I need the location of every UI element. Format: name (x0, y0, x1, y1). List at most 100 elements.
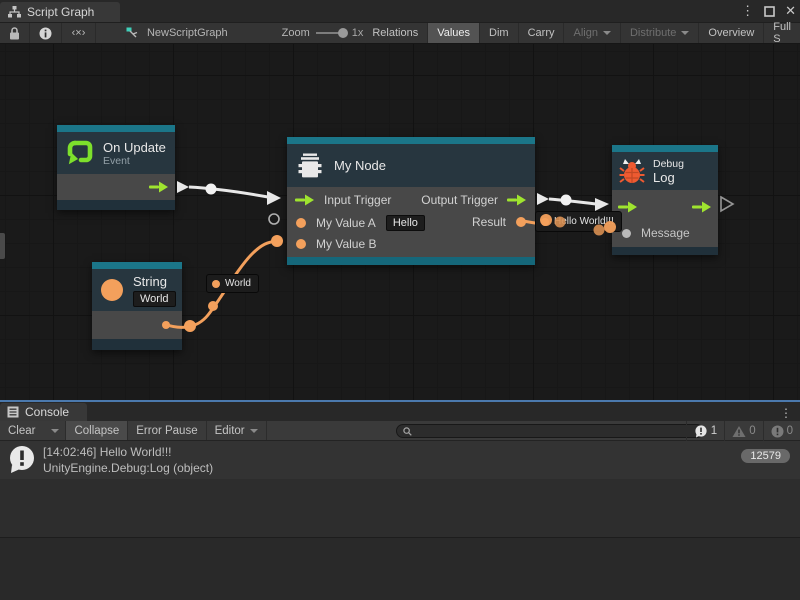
flow-arrow-icon (618, 201, 637, 213)
console-splitter[interactable] (0, 537, 800, 538)
chevron-down-icon (602, 31, 611, 35)
dim-label: Dim (489, 27, 509, 39)
my-value-a-input[interactable]: Hello (385, 215, 425, 231)
dim-button[interactable]: Dim (480, 23, 519, 43)
node-on-update[interactable]: On Update Event (57, 125, 175, 210)
node-footer (57, 200, 175, 210)
console-search[interactable] (396, 424, 704, 438)
zoom-slider[interactable] (315, 28, 348, 38)
fullscreen-button[interactable]: Full S (764, 21, 800, 45)
result-port[interactable]: Result (472, 215, 526, 229)
overview-button[interactable]: Overview (699, 23, 765, 43)
console-menu-icon[interactable]: ⋮ (780, 406, 792, 420)
string-output-port[interactable] (162, 321, 170, 329)
zoom-value: 1x (351, 27, 364, 39)
editor-dropdown-button[interactable]: Editor (207, 421, 267, 440)
trigger-output-port[interactable] (692, 201, 712, 213)
graph-name: NewScriptGraph (146, 27, 228, 39)
distribute-label: Distribute (629, 27, 677, 39)
port-label: Input Trigger (324, 193, 392, 207)
info-button[interactable] (30, 23, 62, 43)
log-bubble-icon (10, 446, 34, 473)
log-bubble-icon (695, 424, 707, 437)
node-debug-log[interactable]: Debug Log Message (612, 145, 718, 255)
my-value-b-port[interactable]: My Value B (296, 237, 376, 251)
chevron-down-icon (51, 428, 60, 433)
align-label: Align (573, 27, 598, 39)
value-port-dot[interactable] (296, 239, 306, 249)
warning-count-button[interactable]: 0 (724, 421, 762, 441)
error-count: 0 (786, 425, 793, 437)
value-dot-icon (541, 217, 549, 226)
align-button[interactable]: Align (564, 23, 621, 43)
error-count-button[interactable]: 0 (762, 421, 800, 441)
value-port-dot[interactable] (162, 321, 170, 329)
clear-dropdown-button[interactable] (40, 421, 67, 440)
node-footer (92, 339, 182, 350)
zoom-label: Zoom (281, 27, 310, 39)
port-label: Message (641, 226, 690, 240)
trigger-input-port[interactable] (618, 201, 638, 213)
string-type-icon (101, 279, 123, 301)
value-dot-icon (212, 279, 220, 288)
distribute-button[interactable]: Distribute (621, 23, 700, 43)
output-trigger-port[interactable]: Output Trigger (421, 193, 527, 207)
message-port[interactable]: Message (622, 226, 690, 240)
warning-triangle-icon (732, 425, 746, 437)
code-view-button[interactable]: ‹×› (62, 23, 96, 43)
graph-reference[interactable]: NewScriptGraph (126, 27, 236, 39)
my-value-a-port[interactable]: My Value A Hello (296, 215, 425, 231)
carry-button[interactable]: Carry (519, 23, 565, 43)
value-port-dot[interactable] (296, 218, 306, 228)
lock-button[interactable] (0, 23, 30, 43)
console-counts: 1 0 0 (685, 421, 800, 441)
log-line-2: UnityEngine.Debug:Log (object) (43, 461, 214, 475)
input-trigger-port[interactable]: Input Trigger (295, 193, 391, 207)
panel-focus-line (0, 400, 800, 402)
relations-label: Relations (372, 27, 419, 39)
clear-button[interactable]: Clear (0, 421, 40, 440)
flow-arrow-icon (507, 194, 526, 206)
log-count: 1 (710, 425, 718, 437)
node-string[interactable]: String World (92, 262, 182, 350)
console-list-icon (7, 406, 19, 418)
node-my-node[interactable]: My Node Input Trigger Output Trigger (287, 137, 535, 265)
relations-button[interactable]: Relations (363, 23, 429, 43)
close-icon[interactable]: ✕ (785, 3, 796, 18)
values-button[interactable]: Values (428, 23, 481, 43)
port-label: My Value B (316, 237, 377, 251)
search-input[interactable] (416, 425, 697, 437)
log-entry-row[interactable]: [14:02:46] Hello World!!! UnityEngine.De… (0, 441, 800, 479)
flow-arrow-icon (295, 194, 314, 206)
value-port-dot[interactable] (622, 228, 631, 238)
error-circle-icon (771, 425, 784, 437)
node-subtitle: Event (103, 154, 130, 167)
zoom-slider-handle[interactable] (337, 28, 348, 38)
sidebar-toggle-handle[interactable] (0, 233, 5, 259)
string-value-input[interactable]: World (133, 291, 176, 307)
console-detail-pane[interactable] (0, 538, 800, 600)
carry-label: Carry (527, 27, 555, 39)
flow-arrow-icon (149, 181, 168, 193)
log-count-button[interactable]: 1 (685, 421, 724, 441)
node-title-strip (612, 145, 718, 152)
tab-script-graph[interactable]: Script Graph (0, 2, 121, 22)
window-menu-icon[interactable]: ⋮ (741, 3, 755, 18)
trigger-output-port[interactable] (149, 181, 169, 193)
node-title-strip (92, 262, 182, 269)
value-port-dot[interactable] (516, 217, 526, 227)
value-bubble-text: World (225, 278, 251, 289)
clear-label: Clear (8, 424, 36, 437)
values-label: Values (437, 27, 471, 39)
tab-console[interactable]: Console (0, 403, 88, 421)
overview-label: Overview (708, 27, 755, 39)
collapse-count-badge: 12579 (741, 449, 790, 463)
maximize-icon[interactable] (764, 5, 775, 17)
error-pause-button[interactable]: Error Pause (128, 421, 207, 440)
collapse-button[interactable]: Collapse (66, 421, 129, 440)
node-title-strip (287, 137, 535, 144)
log-line-1: [14:02:46] Hello World!!! (43, 445, 172, 459)
node-title-strip (57, 125, 175, 132)
console-list-area[interactable] (0, 479, 800, 537)
flow-arrow-icon (692, 201, 711, 213)
